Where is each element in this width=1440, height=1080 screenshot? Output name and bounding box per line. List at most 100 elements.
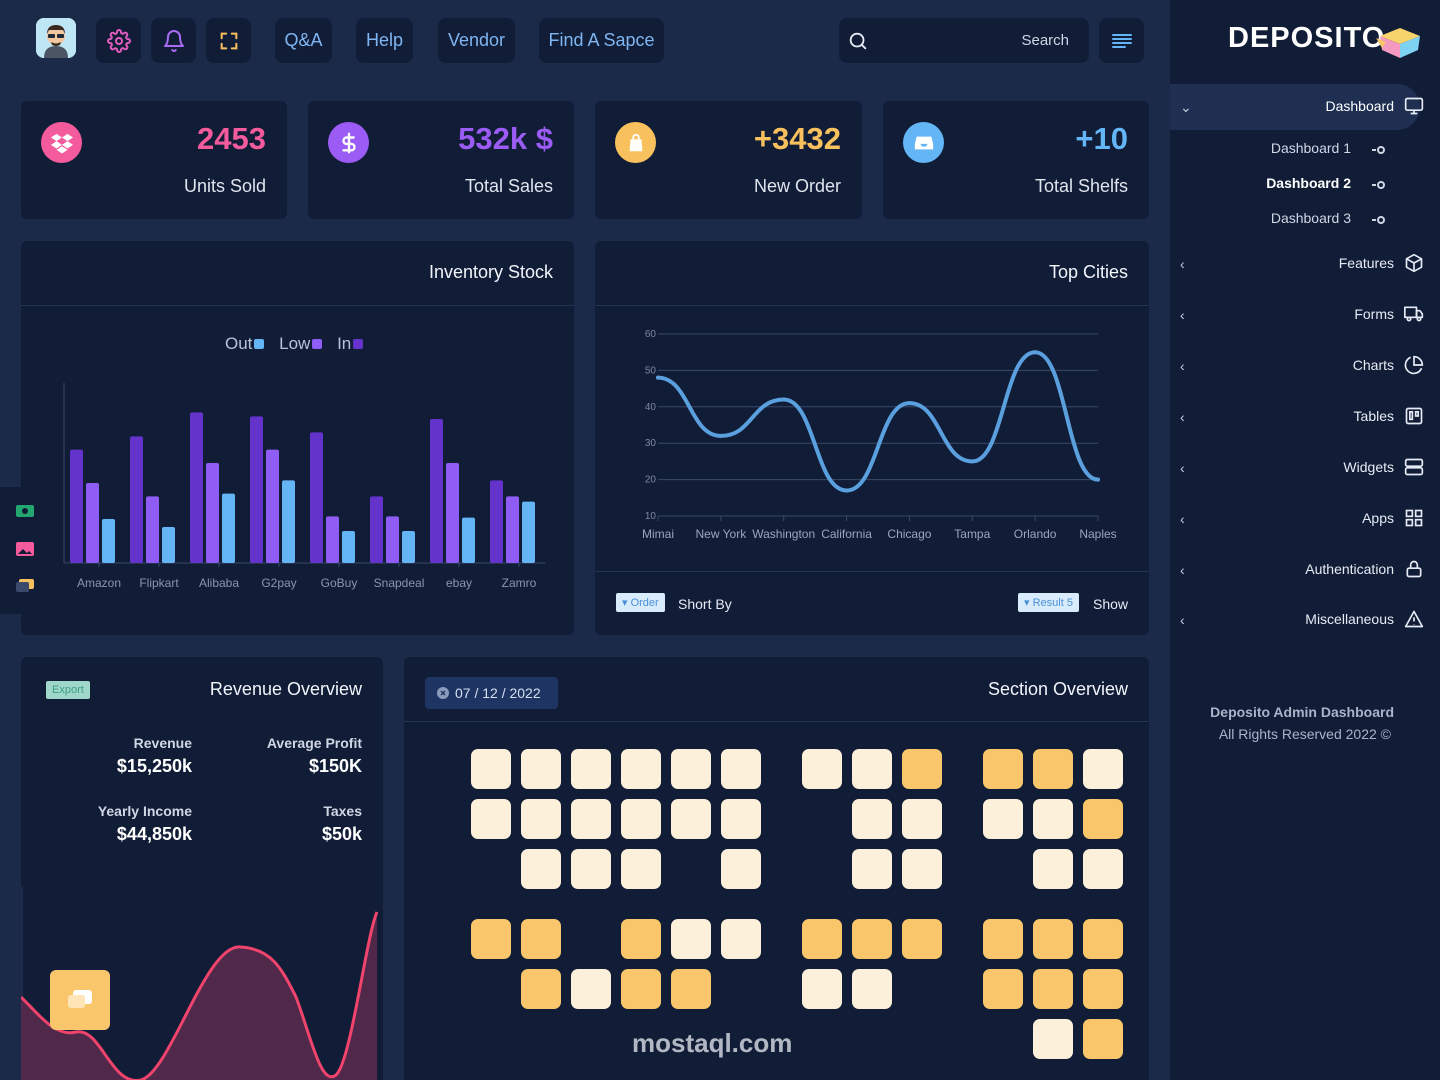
seat-taken[interactable] — [902, 919, 942, 959]
seat-taken[interactable] — [1083, 799, 1123, 839]
seat-free[interactable] — [571, 749, 611, 789]
seat-free[interactable] — [983, 799, 1023, 839]
seat-free[interactable] — [852, 969, 892, 1009]
bar-in[interactable] — [370, 496, 383, 563]
bar-low[interactable] — [446, 463, 459, 563]
seat-taken[interactable] — [983, 919, 1023, 959]
sidebar-item-tables[interactable]: ‹ Tables — [1170, 403, 1440, 433]
legend-item-out[interactable]: Out — [225, 334, 265, 353]
bar-low[interactable] — [206, 463, 219, 563]
seat-taken[interactable] — [471, 919, 511, 959]
sidebar-item-apps[interactable]: ‹ Apps — [1170, 505, 1440, 535]
order-dropdown[interactable]: ▾ Order — [616, 593, 665, 612]
bar-low[interactable] — [86, 483, 99, 563]
image-icon[interactable] — [16, 542, 34, 556]
data-point[interactable] — [781, 397, 786, 402]
seat-free[interactable] — [852, 799, 892, 839]
seat-free[interactable] — [721, 849, 761, 889]
seat-taken[interactable] — [1033, 749, 1073, 789]
seat-taken[interactable] — [621, 969, 661, 1009]
sidebar-item-forms[interactable]: ‹ Forms — [1170, 301, 1440, 331]
seat-taken[interactable] — [983, 749, 1023, 789]
sidebar-item-dashboard[interactable]: ⌄ Dashboard — [1170, 93, 1440, 123]
seat-free[interactable] — [1033, 849, 1073, 889]
seat-taken[interactable] — [983, 969, 1023, 1009]
seat-free[interactable] — [1033, 799, 1073, 839]
seat-taken[interactable] — [1083, 969, 1123, 1009]
seat-free[interactable] — [802, 749, 842, 789]
series-line[interactable] — [656, 350, 1100, 493]
date-picker[interactable]: 07 / 12 / 2022 — [425, 677, 558, 709]
camera-icon[interactable] — [16, 505, 34, 517]
data-point[interactable] — [970, 459, 975, 464]
bar-low[interactable] — [326, 516, 339, 563]
sidebar-subitem-dashboard-3[interactable]: Dashboard 3 — [1170, 207, 1440, 231]
data-point[interactable] — [718, 433, 723, 438]
sidebar-item-miscellaneous[interactable]: ‹ Miscellaneous — [1170, 606, 1440, 636]
seat-taken[interactable] — [1033, 919, 1073, 959]
bar-out[interactable] — [462, 517, 475, 563]
seat-taken[interactable] — [1083, 919, 1123, 959]
seat-taken[interactable] — [521, 919, 561, 959]
nav-link-help[interactable]: Help — [356, 18, 413, 63]
search-input[interactable] — [879, 18, 1079, 63]
result-dropdown[interactable]: ▾ Result 5 — [1018, 593, 1079, 612]
bar-in[interactable] — [190, 412, 203, 563]
bar-out[interactable] — [522, 501, 535, 563]
legend-item-low[interactable]: Low — [279, 334, 323, 353]
data-point[interactable] — [656, 375, 660, 380]
seat-free[interactable] — [852, 849, 892, 889]
seat-free[interactable] — [671, 799, 711, 839]
seat-taken[interactable] — [621, 919, 661, 959]
bar-in[interactable] — [70, 449, 83, 563]
legend-item-in[interactable]: In — [337, 334, 364, 353]
seat-taken[interactable] — [852, 919, 892, 959]
bar-low[interactable] — [386, 516, 399, 563]
seat-free[interactable] — [671, 749, 711, 789]
seat-free[interactable] — [521, 799, 561, 839]
chat-widget-button[interactable] — [50, 970, 110, 1030]
seat-free[interactable] — [471, 799, 511, 839]
seat-free[interactable] — [1083, 749, 1123, 789]
seat-free[interactable] — [571, 969, 611, 1009]
seat-free[interactable] — [671, 919, 711, 959]
seat-free[interactable] — [721, 919, 761, 959]
seat-free[interactable] — [571, 799, 611, 839]
seat-free[interactable] — [521, 849, 561, 889]
bar-in[interactable] — [310, 432, 323, 563]
sidebar-item-widgets[interactable]: ‹ Widgets — [1170, 454, 1440, 484]
brand-logo-text[interactable]: DEPOSITO — [1228, 22, 1386, 54]
bar-out[interactable] — [402, 531, 415, 563]
seat-free[interactable] — [902, 799, 942, 839]
seat-free[interactable] — [621, 799, 661, 839]
sidebar-item-charts[interactable]: ‹ Charts — [1170, 352, 1440, 382]
seat-taken[interactable] — [521, 969, 561, 1009]
seat-free[interactable] — [621, 749, 661, 789]
user-avatar-icon[interactable] — [36, 18, 76, 58]
seat-free[interactable] — [571, 849, 611, 889]
close-circle-icon[interactable] — [437, 687, 449, 699]
nav-link-find-space[interactable]: Find A Sapce — [539, 18, 664, 63]
seat-free[interactable] — [802, 969, 842, 1009]
bar-low[interactable] — [506, 496, 519, 563]
seat-taken[interactable] — [671, 969, 711, 1009]
bar-low[interactable] — [266, 449, 279, 563]
sidebar-item-features[interactable]: ‹ Features — [1170, 250, 1440, 280]
data-point[interactable] — [844, 488, 849, 493]
menu-toggle-button[interactable] — [1099, 18, 1144, 63]
seat-taken[interactable] — [1083, 1019, 1123, 1059]
export-button[interactable]: Export — [46, 681, 90, 699]
bar-out[interactable] — [222, 493, 235, 563]
sidebar-item-authentication[interactable]: ‹ Authentication — [1170, 556, 1440, 586]
bar-in[interactable] — [250, 416, 263, 563]
seat-free[interactable] — [471, 749, 511, 789]
nav-link-vendor[interactable]: Vendor — [438, 18, 515, 63]
seat-free[interactable] — [721, 749, 761, 789]
bar-in[interactable] — [130, 436, 143, 563]
seat-free[interactable] — [852, 749, 892, 789]
data-point[interactable] — [1033, 350, 1038, 355]
seat-free[interactable] — [621, 849, 661, 889]
data-point[interactable] — [907, 401, 912, 406]
seat-free[interactable] — [1033, 1019, 1073, 1059]
chat-icon[interactable] — [16, 579, 34, 593]
